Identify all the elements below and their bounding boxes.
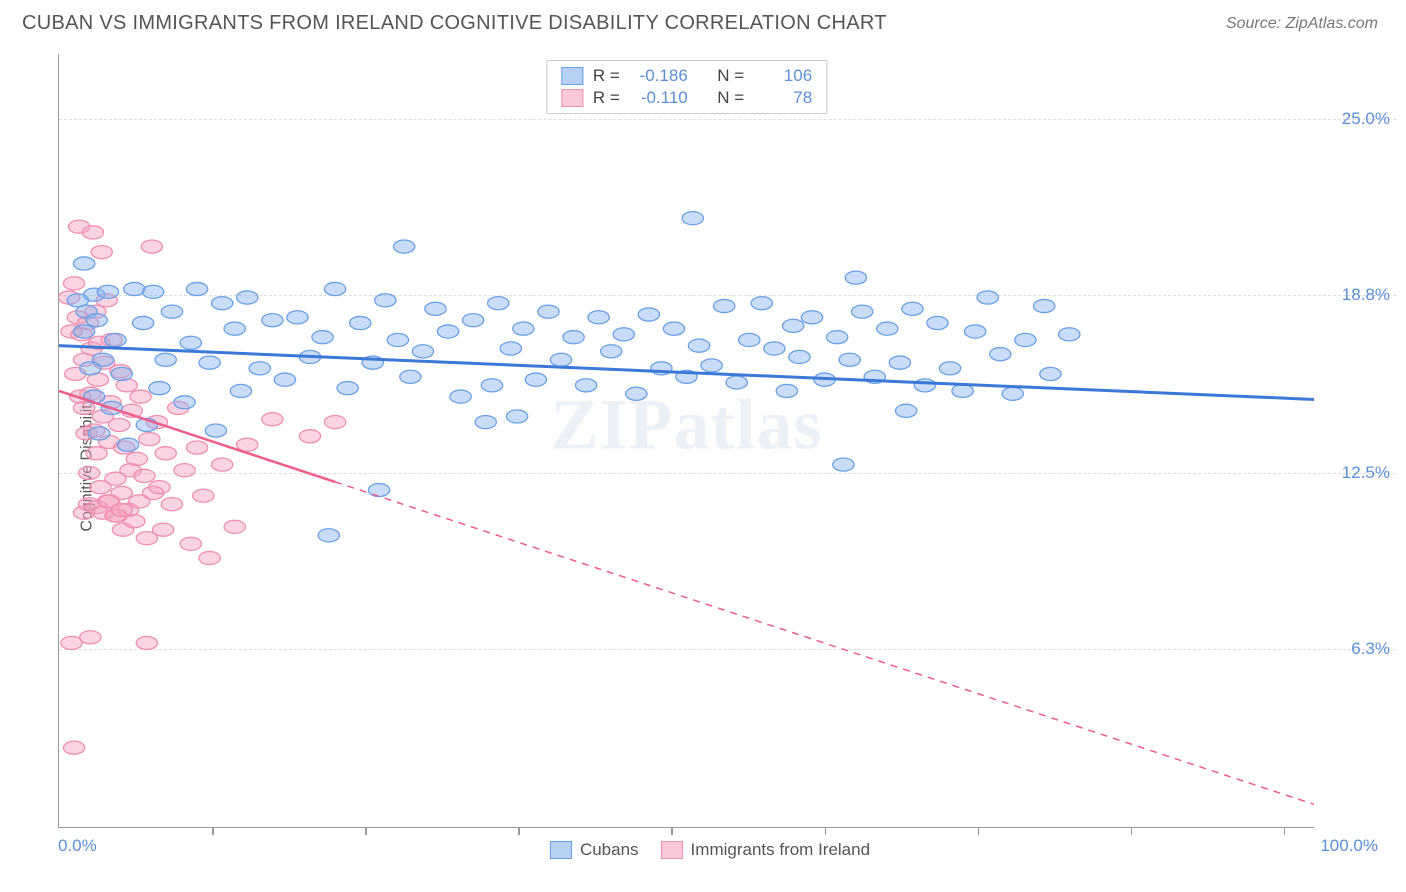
x-tick <box>671 827 673 835</box>
y-tick-label: 18.8% <box>1342 285 1390 305</box>
x-tick <box>518 827 520 835</box>
x-tick <box>1131 827 1133 835</box>
legend-row: R =-0.110 N =78 <box>561 87 812 109</box>
legend-item: Cubans <box>550 840 639 860</box>
series-legend: Cubans Immigrants from Ireland <box>550 840 870 860</box>
chart-container: Cognitive Disability ZIPatlas R =-0.186 … <box>24 46 1396 882</box>
x-axis-max-label: 100.0% <box>1320 836 1378 856</box>
legend-swatch <box>561 89 583 107</box>
y-tick-label: 6.3% <box>1351 639 1390 659</box>
legend-row: R =-0.186 N =106 <box>561 65 812 87</box>
legend-swatch <box>661 841 683 859</box>
chart-title: CUBAN VS IMMIGRANTS FROM IRELAND COGNITI… <box>22 12 887 35</box>
x-tick <box>1284 827 1286 835</box>
regression-lines-layer <box>59 54 1314 827</box>
legend-swatch <box>561 67 583 85</box>
legend-label: Immigrants from Ireland <box>691 840 871 860</box>
legend-swatch <box>550 841 572 859</box>
legend-label: Cubans <box>580 840 639 860</box>
plot-area: ZIPatlas R =-0.186 N =106R =-0.110 N =78… <box>58 54 1314 828</box>
x-tick <box>365 827 367 835</box>
x-tick <box>212 827 214 835</box>
x-tick <box>978 827 980 835</box>
y-tick-label: 25.0% <box>1342 109 1390 129</box>
y-tick-label: 12.5% <box>1342 463 1390 483</box>
legend-item: Immigrants from Ireland <box>661 840 871 860</box>
x-tick <box>825 827 827 835</box>
correlation-legend: R =-0.186 N =106R =-0.110 N =78 <box>546 60 827 114</box>
x-axis-min-label: 0.0% <box>58 836 97 856</box>
source-label: Source: ZipAtlas.com <box>1226 15 1378 33</box>
